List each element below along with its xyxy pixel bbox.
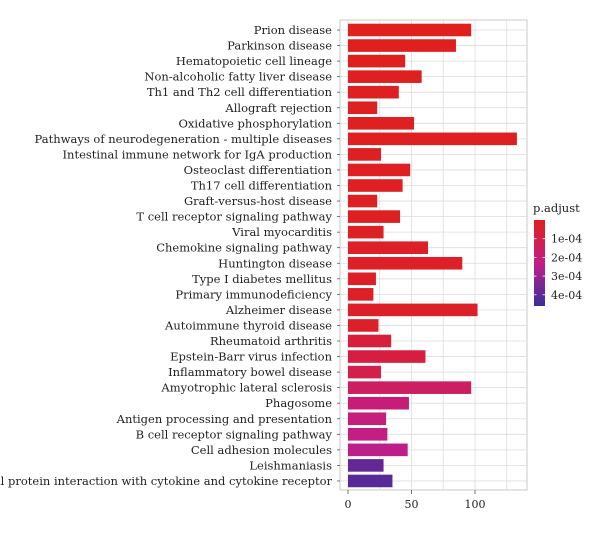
bar <box>348 334 392 348</box>
legend-tick-label: 2e-04 <box>551 251 582 264</box>
legend-tick-label: 3e-04 <box>551 270 582 283</box>
bar <box>348 39 456 52</box>
category-label: Cell adhesion molecules <box>191 443 332 457</box>
bar <box>348 474 393 488</box>
category-label: Type I diabetes mellitus <box>192 272 332 286</box>
category-label: Osteoclast differentiation <box>184 163 333 177</box>
bar <box>348 272 376 286</box>
category-label: Hematopoietic cell lineage <box>176 54 332 68</box>
bar <box>348 241 429 254</box>
bar <box>348 148 382 161</box>
category-label: T cell receptor signaling pathway <box>136 210 332 224</box>
bar <box>348 303 478 317</box>
legend-tick-label: 4e-04 <box>551 289 582 302</box>
bar <box>348 179 403 192</box>
bar <box>348 101 378 115</box>
bar <box>348 381 472 394</box>
bar <box>348 256 463 270</box>
category-label: Parkinson disease <box>227 39 332 53</box>
bar <box>348 319 379 332</box>
bar <box>348 117 415 130</box>
category-label: Non-alcoholic fatty liver disease <box>144 70 332 84</box>
category-label: B cell receptor signaling pathway <box>136 427 333 441</box>
category-label: Graft-versus-host disease <box>184 194 332 208</box>
category-label: Phagosome <box>265 396 332 410</box>
category-label: Huntington disease <box>218 256 332 270</box>
category-label: Inflammatory bowel disease <box>168 365 332 379</box>
category-label: Pathways of neurodegeneration - multiple… <box>35 132 333 146</box>
bar <box>348 428 388 441</box>
bar <box>348 210 401 223</box>
x-tick-label: 100 <box>465 498 486 511</box>
x-tick-label: 0 <box>345 498 352 511</box>
bar <box>348 225 384 239</box>
x-tick-label: 50 <box>405 498 419 511</box>
bar <box>348 396 409 410</box>
bar <box>348 54 406 68</box>
bar <box>348 163 411 177</box>
category-label: Allograft rejection <box>224 101 332 115</box>
category-label: Amyotrophic lateral sclerosis <box>160 381 332 395</box>
category-label: Th1 and Th2 cell differentiation <box>147 85 333 99</box>
bar <box>348 350 426 363</box>
category-label: Primary immunodeficiency <box>175 287 332 301</box>
legend: p.adjust 1e-04 2e-04 3e-04 4e-04 <box>533 201 582 306</box>
legend-colorbar <box>534 220 545 306</box>
category-label: Prion disease <box>254 23 332 37</box>
category-label: Th17 cell differentiation <box>191 179 333 193</box>
category-label: Oxidative phosphorylation <box>178 116 332 130</box>
category-label: Viral protein interaction with cytokine … <box>0 474 332 488</box>
bar <box>348 132 517 146</box>
category-label: Epstein-Barr virus infection <box>170 350 332 364</box>
bar <box>348 365 382 379</box>
bar <box>348 85 399 99</box>
legend-tick-label: 1e-04 <box>551 233 582 246</box>
category-label: Autoimmune thyroid disease <box>164 318 332 332</box>
bar <box>348 459 384 472</box>
bar <box>348 288 374 301</box>
bars <box>348 23 517 488</box>
bar <box>348 70 422 83</box>
category-label: Chemokine signaling pathway <box>156 241 332 255</box>
x-axis-ticks: 0 50 100 <box>345 490 486 511</box>
bar <box>348 23 472 37</box>
category-label: Intestinal immune network for IgA produc… <box>63 147 333 161</box>
bar <box>348 443 408 457</box>
category-label: Viral myocarditis <box>231 225 332 239</box>
category-labels: Prion disease Parkinson diseaseHematopoie… <box>0 23 340 488</box>
bar <box>348 412 387 426</box>
bar <box>348 194 378 208</box>
category-label: Antigen processing and presentation <box>116 412 333 426</box>
category-label: Rheumatoid arthritis <box>210 334 332 348</box>
category-label: Leishmaniasis <box>249 458 332 472</box>
legend-title: p.adjust <box>533 201 580 215</box>
category-label: Alzheimer disease <box>225 303 332 317</box>
